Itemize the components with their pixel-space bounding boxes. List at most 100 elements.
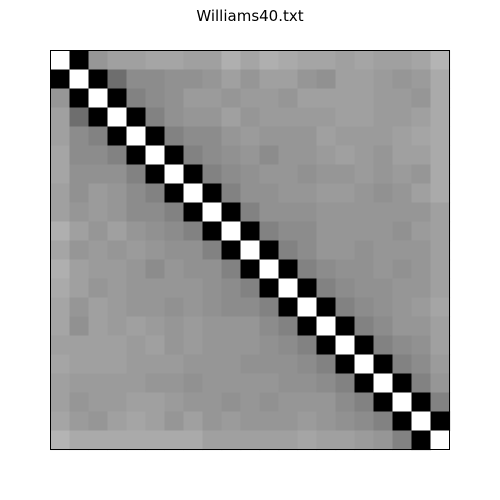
heatmap-cell xyxy=(278,335,299,356)
heatmap-cell xyxy=(259,69,280,90)
heatmap-cell xyxy=(430,221,451,242)
heatmap-cell xyxy=(259,392,280,413)
heatmap-cell xyxy=(354,221,375,242)
heatmap-cell xyxy=(202,183,223,204)
heatmap-cell xyxy=(183,430,204,451)
heatmap-cell xyxy=(221,107,242,128)
heatmap-cell xyxy=(164,411,185,432)
heatmap-cell xyxy=(316,164,337,185)
heatmap-cell xyxy=(297,69,318,90)
heatmap-cell xyxy=(278,221,299,242)
heatmap-cell xyxy=(316,221,337,242)
heatmap-cell xyxy=(164,354,185,375)
heatmap-cell xyxy=(88,50,109,71)
heatmap-cell xyxy=(107,392,128,413)
heatmap-cell xyxy=(50,411,71,432)
heatmap-cell xyxy=(354,50,375,71)
heatmap-cell xyxy=(126,202,147,223)
heatmap-cell xyxy=(373,183,394,204)
heatmap-cell xyxy=(316,392,337,413)
heatmap-cell xyxy=(126,50,147,71)
heatmap-cell xyxy=(88,354,109,375)
heatmap-cell xyxy=(335,430,356,451)
heatmap-cell xyxy=(354,145,375,166)
heatmap-cell xyxy=(430,316,451,337)
heatmap-cell xyxy=(50,430,71,451)
heatmap-cell xyxy=(88,430,109,451)
heatmap-cell xyxy=(183,50,204,71)
heatmap-cell xyxy=(354,202,375,223)
heatmap-cell xyxy=(354,373,375,394)
heatmap-cell xyxy=(240,297,261,318)
heatmap-cell xyxy=(221,278,242,299)
heatmap-cell xyxy=(164,107,185,128)
heatmap-cell xyxy=(392,297,413,318)
heatmap-cell xyxy=(145,430,166,451)
heatmap-cell xyxy=(145,297,166,318)
heatmap-cell xyxy=(126,259,147,280)
heatmap-cell xyxy=(373,88,394,109)
heatmap-cell xyxy=(354,430,375,451)
heatmap-cell xyxy=(411,107,432,128)
heatmap-cell xyxy=(316,240,337,261)
heatmap-cell xyxy=(69,202,90,223)
heatmap-cell xyxy=(126,297,147,318)
heatmap-cell xyxy=(354,107,375,128)
heatmap-cell xyxy=(316,335,337,356)
heatmap-cell xyxy=(259,297,280,318)
heatmap-cell xyxy=(183,145,204,166)
heatmap-cell xyxy=(69,50,90,71)
heatmap-cell xyxy=(69,164,90,185)
heatmap-cell xyxy=(202,145,223,166)
heatmap-cell xyxy=(202,411,223,432)
heatmap-cell xyxy=(107,126,128,147)
heatmap-cell xyxy=(278,278,299,299)
heatmap-cell xyxy=(107,221,128,242)
heatmap-cell xyxy=(69,430,90,451)
heatmap-cell xyxy=(392,411,413,432)
heatmap-cell xyxy=(335,316,356,337)
heatmap-cell xyxy=(335,202,356,223)
heatmap-cell xyxy=(297,145,318,166)
heatmap-cell xyxy=(240,126,261,147)
heatmap-cell xyxy=(145,50,166,71)
heatmap-cell xyxy=(145,392,166,413)
heatmap-cell xyxy=(297,240,318,261)
heatmap-cell xyxy=(297,221,318,242)
heatmap-cell xyxy=(278,164,299,185)
heatmap-cell xyxy=(430,278,451,299)
heatmap-cell xyxy=(278,126,299,147)
heatmap-cell xyxy=(278,316,299,337)
heatmap-cell xyxy=(183,411,204,432)
heatmap-cell xyxy=(335,392,356,413)
heatmap-cell xyxy=(88,202,109,223)
heatmap-cell xyxy=(411,278,432,299)
heatmap-cell xyxy=(354,69,375,90)
heatmap-cell xyxy=(335,259,356,280)
heatmap-cell xyxy=(316,69,337,90)
heatmap-cell xyxy=(202,392,223,413)
heatmap-cell xyxy=(430,88,451,109)
heatmap-cell xyxy=(50,88,71,109)
heatmap-cell xyxy=(50,183,71,204)
heatmap-cell xyxy=(259,278,280,299)
heatmap-cell xyxy=(69,354,90,375)
heatmap-cell xyxy=(335,240,356,261)
heatmap-cell xyxy=(126,411,147,432)
heatmap-cell xyxy=(88,145,109,166)
heatmap-cell xyxy=(88,335,109,356)
heatmap-cell xyxy=(69,335,90,356)
heatmap-cell xyxy=(278,392,299,413)
heatmap-cell xyxy=(69,392,90,413)
heatmap-cell xyxy=(221,183,242,204)
heatmap-cell xyxy=(183,316,204,337)
heatmap-cell xyxy=(392,221,413,242)
heatmap-cell xyxy=(335,50,356,71)
heatmap-cell xyxy=(373,297,394,318)
heatmap-cell xyxy=(373,145,394,166)
heatmap-cell xyxy=(69,259,90,280)
heatmap-cell xyxy=(297,126,318,147)
heatmap-cell xyxy=(335,354,356,375)
heatmap-cell xyxy=(430,335,451,356)
